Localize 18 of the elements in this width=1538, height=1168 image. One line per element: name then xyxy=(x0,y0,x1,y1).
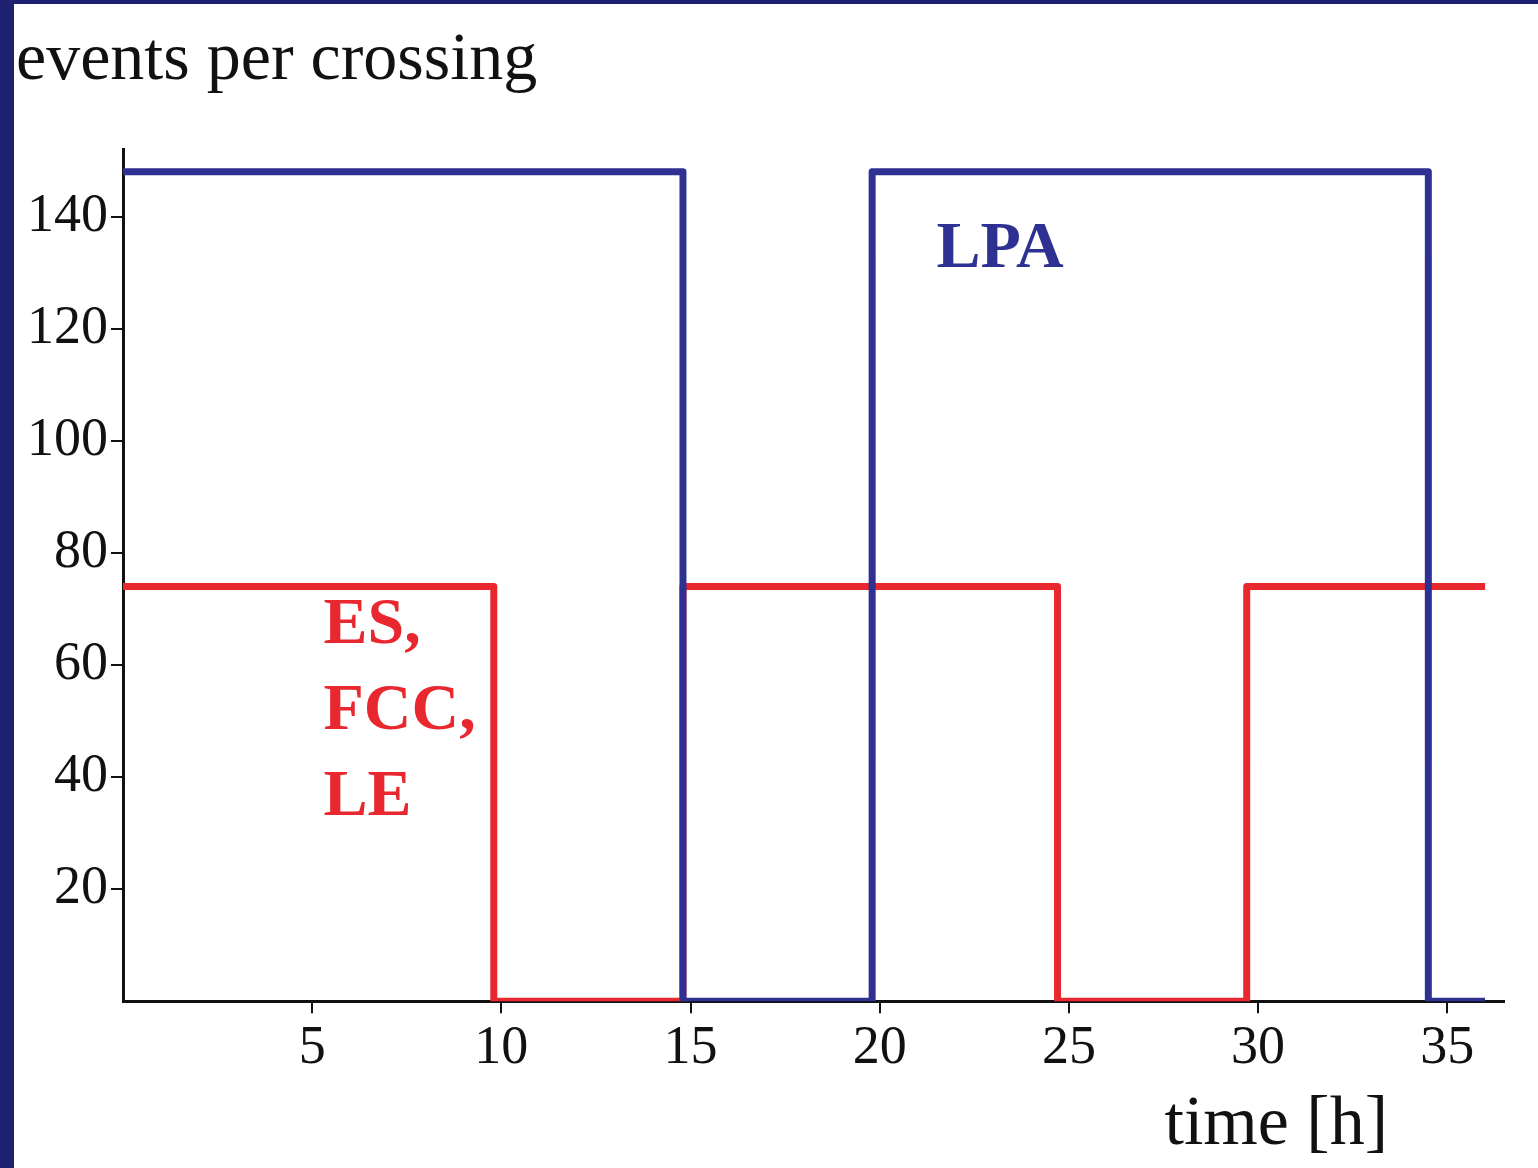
x-tick-label: 20 xyxy=(852,1014,907,1075)
x-tick-label: 35 xyxy=(1420,1014,1475,1075)
y-tick-label: 40 xyxy=(54,743,108,804)
y-tick-label: 140 xyxy=(27,182,108,243)
series-label: LPA xyxy=(936,208,1064,282)
chart-title: events per crossing xyxy=(16,18,538,94)
y-tick-label: 80 xyxy=(54,519,108,580)
x-tick-label: 10 xyxy=(474,1014,529,1075)
x-axis-title: time [h] xyxy=(1164,1082,1388,1159)
x-tick-label: 15 xyxy=(663,1014,718,1075)
y-tick-label: 120 xyxy=(27,294,108,355)
x-tick-label: 30 xyxy=(1231,1014,1286,1075)
x-tick-label: 5 xyxy=(298,1014,326,1075)
y-tick-label: 60 xyxy=(54,631,108,692)
x-tick-label: 25 xyxy=(1041,1014,1096,1075)
y-tick-label: 100 xyxy=(27,406,108,467)
series-label: ES, FCC, LE xyxy=(323,583,476,829)
y-tick-label: 20 xyxy=(54,855,108,916)
